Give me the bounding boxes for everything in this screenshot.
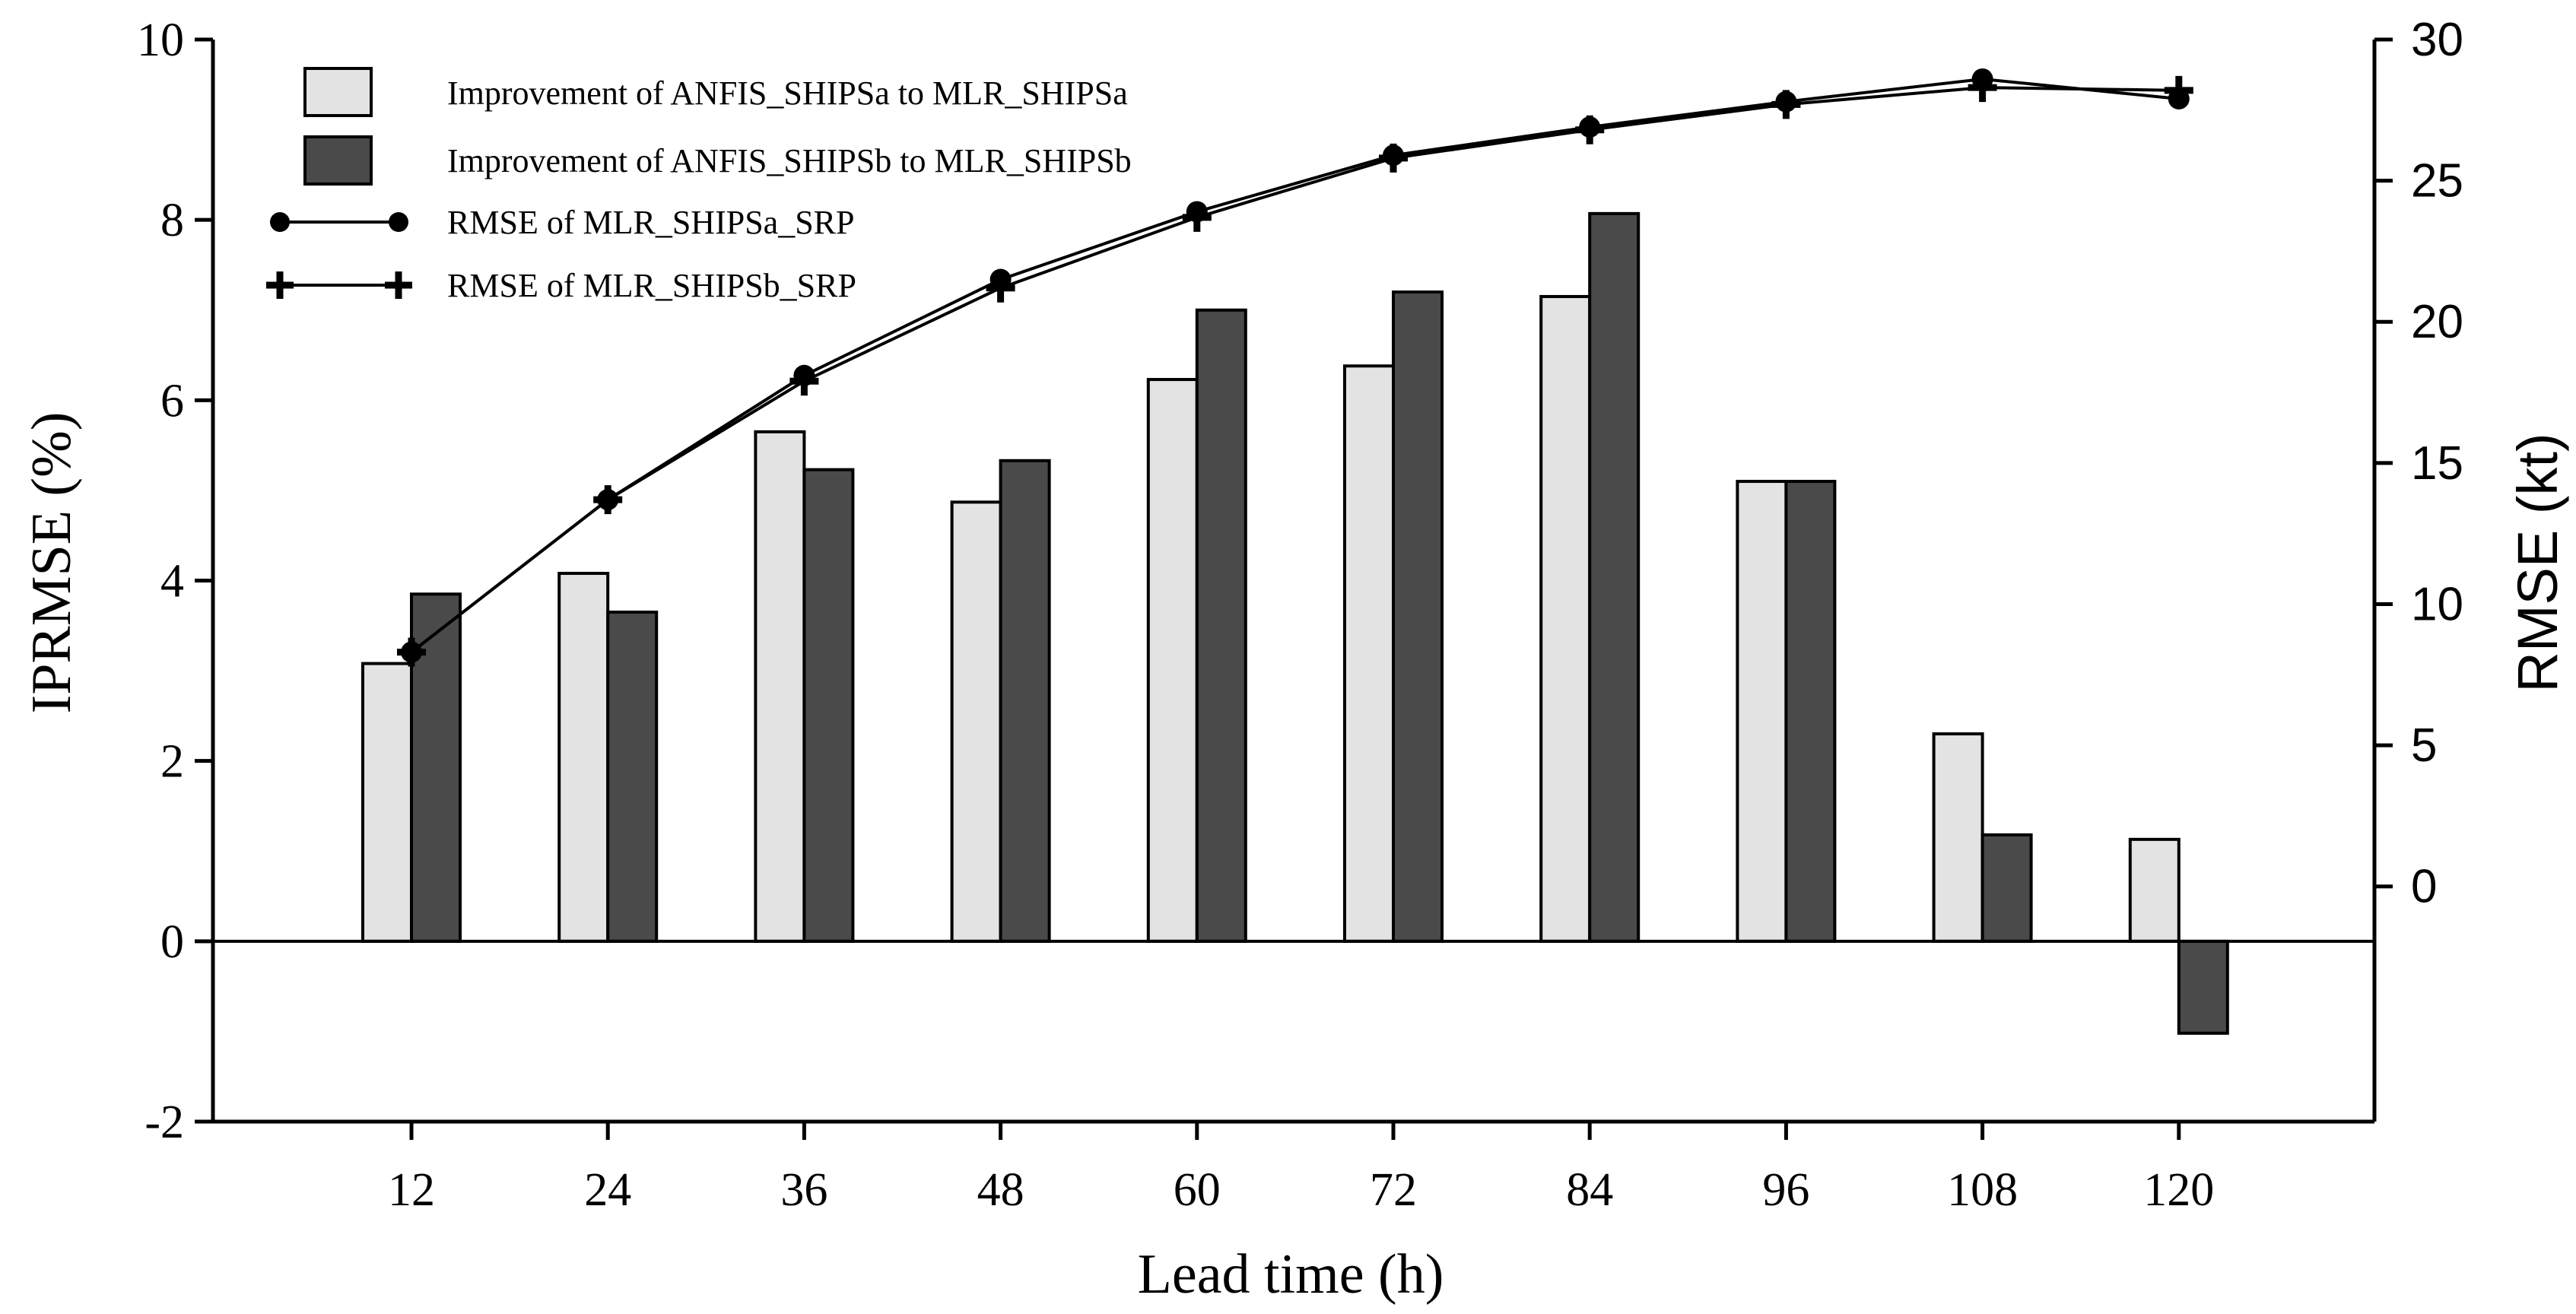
legend-label-series-b: Improvement of ANFIS_SHIPSb to MLR_SHIPS… xyxy=(447,142,1132,179)
point-rmse-b-96 xyxy=(1771,90,1801,119)
legend: Improvement of ANFIS_SHIPSa to MLR_SHIPS… xyxy=(266,67,1132,304)
y2-tick-label-25: 25 xyxy=(2411,155,2463,208)
bar-series-2-48 xyxy=(999,459,1051,943)
axes-layer xyxy=(195,37,2393,1140)
y2-tick-label-10: 10 xyxy=(2411,578,2463,630)
point-rmse-b-36 xyxy=(789,367,819,396)
lines-layer xyxy=(397,68,2193,667)
x-tick-label-72: 72 xyxy=(1370,1164,1417,1216)
y2-tick-label-5: 5 xyxy=(2411,719,2437,772)
legend-swatch-series-a xyxy=(303,67,373,117)
legend-label-rmse-a: RMSE of MLR_SHIPSa_SRP xyxy=(447,204,854,241)
point-rmse-b-60 xyxy=(1182,202,1212,232)
x-tick-label-48: 48 xyxy=(977,1164,1024,1216)
bar-series-1-24 xyxy=(557,572,610,943)
bars-layer xyxy=(361,211,2229,1035)
bar-series-1-108 xyxy=(1932,732,1984,943)
point-rmse-b-12 xyxy=(397,637,426,667)
bar-series-2-36 xyxy=(802,468,855,943)
y2-axis-title: RMSE (kt) xyxy=(2506,433,2569,692)
legend-swatch-series-b xyxy=(303,135,373,186)
legend-item-series-b-bar: Improvement of ANFIS_SHIPSb to MLR_SHIPS… xyxy=(303,135,1132,186)
bar-series-1-12 xyxy=(361,662,413,943)
y2-tick-label-15: 15 xyxy=(2411,437,2463,490)
legend-item-series-a-bar: Improvement of ANFIS_SHIPSa to MLR_SHIPS… xyxy=(303,67,1128,117)
x-tick-label-108: 108 xyxy=(1947,1164,2018,1216)
bar-series-2-108 xyxy=(1980,833,2033,943)
y-tick-label-8: 8 xyxy=(160,195,184,246)
bar-series-1-48 xyxy=(950,500,1002,943)
point-rmse-b-24 xyxy=(593,485,623,515)
y-tick-label-4: 4 xyxy=(160,556,184,608)
y-tick-label-10: 10 xyxy=(137,14,184,66)
line-series-1 xyxy=(410,77,2180,654)
bar-series-2-96 xyxy=(1784,480,1837,943)
y2-tick-label-20: 20 xyxy=(2411,296,2463,348)
y-tick-label-0: 0 xyxy=(160,916,184,968)
x-tick-label-120: 120 xyxy=(2143,1164,2214,1216)
x-tick-label-60: 60 xyxy=(1174,1164,1221,1216)
line-series-2 xyxy=(410,86,2179,654)
bar-series-1-84 xyxy=(1539,294,1592,943)
legend-item-rmse-b-line: RMSE of MLR_SHIPSb_SRP xyxy=(266,267,856,304)
bar-series-2-24 xyxy=(606,611,659,943)
point-rmse-b-48 xyxy=(986,273,1015,303)
x-tick-label-24: 24 xyxy=(584,1164,631,1216)
bar-series-1-96 xyxy=(1736,480,1788,943)
y2-tick-label-0: 0 xyxy=(2411,861,2437,913)
point-rmse-b-84 xyxy=(1575,115,1605,144)
legend-item-rmse-a-line: RMSE of MLR_SHIPSa_SRP xyxy=(270,204,854,241)
legend-marker-rmse-a-right xyxy=(389,212,408,232)
legend-marker-rmse-a-left xyxy=(270,212,290,232)
y2-tick-label-30: 30 xyxy=(2411,14,2463,66)
y-tick-label-2: 2 xyxy=(160,736,184,788)
x-tick-label-84: 84 xyxy=(1566,1164,1613,1216)
legend-label-series-a: Improvement of ANFIS_SHIPSa to MLR_SHIPS… xyxy=(447,75,1128,112)
bar-series-2-60 xyxy=(1195,308,1247,943)
bar-series-1-60 xyxy=(1146,378,1199,943)
point-rmse-b-72 xyxy=(1379,143,1408,173)
y-axis-title: IPRMSE (%) xyxy=(21,412,83,714)
legend-marker-rmse-b-left xyxy=(266,271,294,299)
point-rmse-b-120 xyxy=(2164,75,2193,105)
y-tick-label--2: -2 xyxy=(145,1097,184,1148)
bar-series-2-84 xyxy=(1588,211,1641,943)
legend-label-rmse-b: RMSE of MLR_SHIPSb_SRP xyxy=(447,267,856,304)
x-tick-label-12: 12 xyxy=(388,1164,435,1216)
legend-marker-rmse-b-right xyxy=(385,271,412,299)
point-rmse-b-108 xyxy=(1968,73,1997,103)
x-axis-title: Lead time (h) xyxy=(1138,1243,1444,1306)
bar-series-2-120 xyxy=(2177,939,2229,1035)
bar-series-1-36 xyxy=(754,430,806,943)
x-tick-label-36: 36 xyxy=(780,1164,827,1216)
bar-series-1-120 xyxy=(2128,837,2181,943)
x-tick-label-96: 96 xyxy=(1762,1164,1809,1216)
y-tick-label-6: 6 xyxy=(160,375,184,427)
bar-series-2-72 xyxy=(1392,290,1444,943)
bar-series-1-72 xyxy=(1343,364,1395,943)
